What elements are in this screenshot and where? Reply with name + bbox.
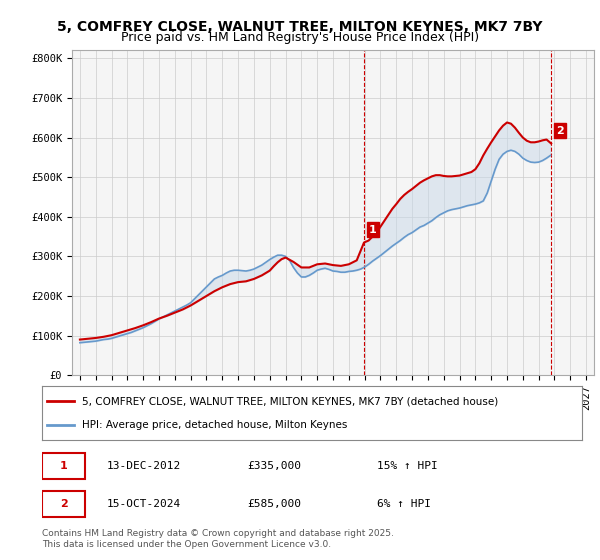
Text: 13-DEC-2012: 13-DEC-2012 xyxy=(107,461,181,471)
Text: £585,000: £585,000 xyxy=(247,499,301,508)
Text: 2: 2 xyxy=(556,125,563,136)
FancyBboxPatch shape xyxy=(42,491,85,517)
Text: 15-OCT-2024: 15-OCT-2024 xyxy=(107,499,181,508)
Text: Price paid vs. HM Land Registry's House Price Index (HPI): Price paid vs. HM Land Registry's House … xyxy=(121,31,479,44)
Text: 5, COMFREY CLOSE, WALNUT TREE, MILTON KEYNES, MK7 7BY: 5, COMFREY CLOSE, WALNUT TREE, MILTON KE… xyxy=(57,20,543,34)
Text: 2: 2 xyxy=(60,499,67,508)
Text: 1: 1 xyxy=(369,225,376,235)
Text: 15% ↑ HPI: 15% ↑ HPI xyxy=(377,461,437,471)
Text: 5, COMFREY CLOSE, WALNUT TREE, MILTON KEYNES, MK7 7BY (detached house): 5, COMFREY CLOSE, WALNUT TREE, MILTON KE… xyxy=(83,396,499,407)
Text: 6% ↑ HPI: 6% ↑ HPI xyxy=(377,499,431,508)
Text: 1: 1 xyxy=(60,461,67,471)
Text: Contains HM Land Registry data © Crown copyright and database right 2025.
This d: Contains HM Land Registry data © Crown c… xyxy=(42,529,394,549)
Text: £335,000: £335,000 xyxy=(247,461,301,471)
FancyBboxPatch shape xyxy=(42,453,85,479)
Text: HPI: Average price, detached house, Milton Keynes: HPI: Average price, detached house, Milt… xyxy=(83,419,348,430)
